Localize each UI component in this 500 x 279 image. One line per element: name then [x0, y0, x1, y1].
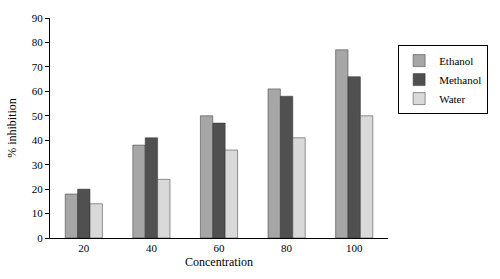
svg-text:40: 40: [146, 242, 158, 254]
svg-text:70: 70: [32, 61, 44, 73]
svg-text:20: 20: [32, 183, 44, 195]
svg-text:30: 30: [32, 159, 44, 171]
svg-text:40: 40: [32, 134, 44, 146]
svg-text:10: 10: [32, 207, 44, 219]
svg-text:80: 80: [32, 36, 44, 48]
svg-text:Methanol: Methanol: [439, 74, 481, 86]
svg-text:80: 80: [281, 242, 293, 254]
svg-text:50: 50: [32, 110, 44, 122]
svg-text:Ethanol: Ethanol: [439, 55, 473, 67]
svg-text:20: 20: [78, 242, 90, 254]
svg-text:60: 60: [32, 85, 44, 97]
svg-text:Concentration: Concentration: [185, 255, 253, 269]
svg-text:Water: Water: [439, 93, 465, 105]
svg-text:100: 100: [346, 242, 363, 254]
svg-text:60: 60: [214, 242, 226, 254]
svg-text:% inhibition: % inhibition: [5, 98, 19, 158]
svg-text:0: 0: [37, 232, 43, 244]
svg-text:90: 90: [32, 12, 44, 24]
